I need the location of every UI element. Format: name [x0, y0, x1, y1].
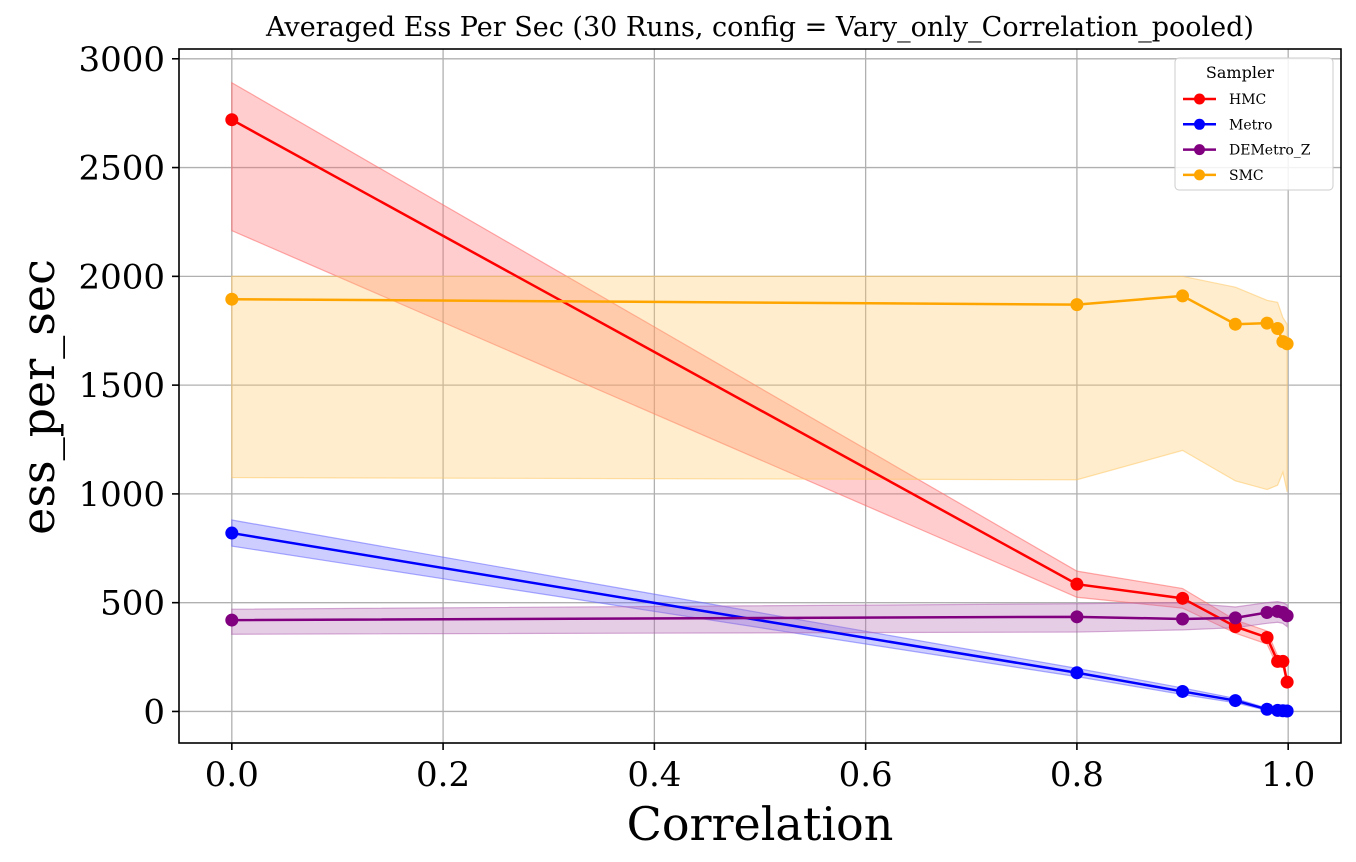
demetro-z-point — [225, 613, 239, 627]
legend-hmc-marker — [1194, 93, 1205, 105]
y-tick-label: 1000 — [78, 475, 165, 515]
smc-band — [231, 275, 1288, 492]
demetro-z-point — [1070, 610, 1084, 624]
hmc-point — [1070, 577, 1084, 591]
plot-frame — [178, 48, 1342, 744]
metro-point — [1228, 694, 1242, 708]
metro-point — [1176, 684, 1190, 698]
y-axis-label: ess_per_sec — [11, 259, 65, 535]
legend-metro-label: Metro — [1229, 117, 1272, 133]
hmc-point — [1276, 654, 1290, 668]
hmc-point — [1260, 630, 1274, 644]
y-tick-label: 2000 — [78, 257, 165, 297]
x-tick-label: 0.2 — [416, 755, 470, 795]
smc-point — [1260, 316, 1274, 330]
demetro-z-point — [1176, 612, 1190, 626]
x-tick-label: 1.0 — [1261, 755, 1315, 795]
metro-point — [225, 526, 239, 540]
hmc-point — [1280, 675, 1294, 689]
smc-point — [1280, 337, 1294, 351]
smc-point — [1228, 317, 1242, 331]
metro-point — [1260, 702, 1274, 716]
legend-smc-marker — [1194, 169, 1205, 181]
legend: Sampler HMC Metro DEMetro_Z SMC — [1174, 57, 1334, 191]
demetro-z-point — [1228, 611, 1242, 625]
demetro-z-point — [1260, 605, 1274, 619]
x-tick-label: 0.8 — [1050, 755, 1104, 795]
x-axis-label: Correlation — [627, 797, 894, 851]
y-tick-label: 0 — [143, 692, 165, 732]
legend-entries: HMC Metro DEMetro_Z SMC — [1183, 92, 1311, 184]
series-points — [225, 113, 1294, 718]
demetro-z-point — [1280, 609, 1294, 623]
legend-box — [1174, 57, 1334, 191]
y-tick-label: 3000 — [78, 40, 165, 80]
legend-demetro-z-label: DEMetro_Z — [1229, 143, 1311, 159]
hmc-point — [1176, 591, 1190, 605]
legend-hmc-label: HMC — [1229, 92, 1266, 108]
metro-point — [1280, 704, 1294, 718]
smc-point — [1176, 289, 1190, 303]
legend-smc-label: SMC — [1229, 168, 1264, 184]
smc-point — [1271, 322, 1285, 336]
y-tick-label: 2500 — [78, 149, 165, 189]
smc-point — [225, 292, 239, 306]
hmc-point — [225, 113, 239, 127]
x-tick-label: 0.6 — [839, 755, 893, 795]
metro-point — [1070, 666, 1084, 680]
x-tick-label: 0.4 — [627, 755, 681, 795]
y-tick-label: 1500 — [78, 366, 165, 406]
y-tick-label: 500 — [100, 584, 165, 624]
legend-title: Sampler — [1206, 63, 1275, 82]
axis-ticks: 0.0 0.2 0.4 0.6 0.8 1.0 0 500 1000 1500 2000 2500 30… — [78, 40, 1315, 795]
legend-metro-marker — [1194, 118, 1205, 130]
legend-demetro-z-marker — [1194, 144, 1205, 156]
x-tick-label: 0.0 — [205, 755, 259, 795]
smc-point — [1070, 298, 1084, 312]
chart-title: Averaged Ess Per Sec (30 Runs, config = … — [265, 12, 1254, 43]
